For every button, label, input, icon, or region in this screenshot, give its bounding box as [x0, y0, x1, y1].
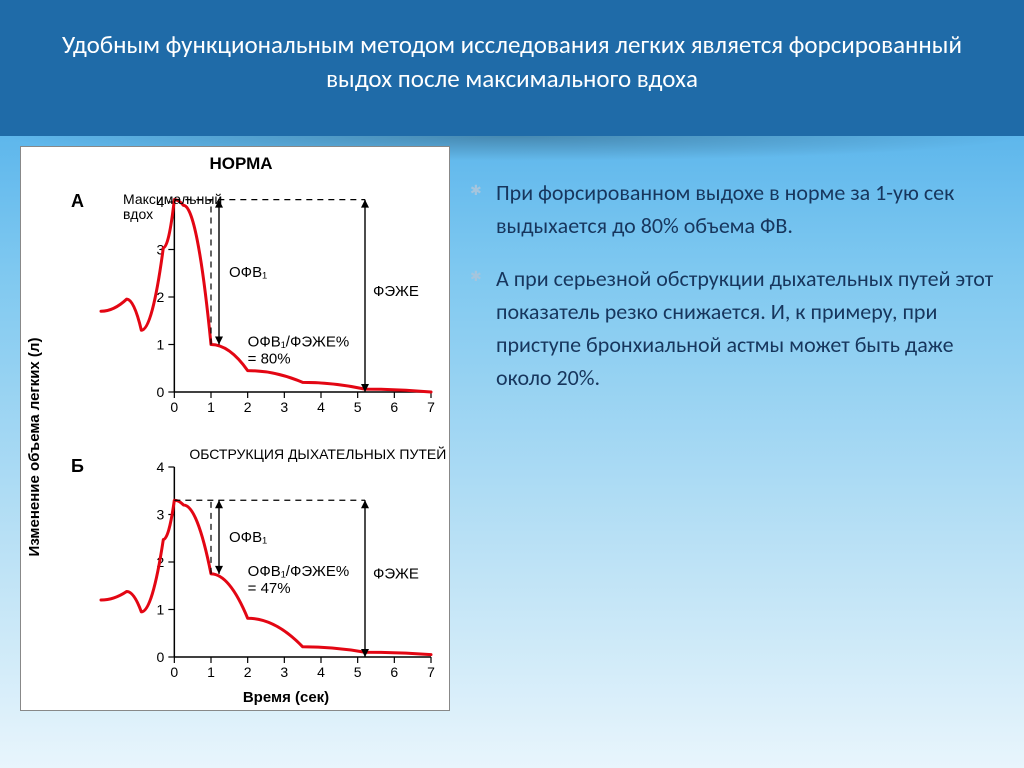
slide-title-text: Удобным функциональным методом исследова…: [62, 29, 962, 94]
svg-text:Время (сек): Время (сек): [243, 689, 329, 706]
svg-text:1: 1: [157, 336, 165, 352]
bullet-text: При форсированном выдохе в норме за 1-ую…: [496, 179, 954, 239]
svg-text:2: 2: [244, 399, 252, 415]
svg-text:2: 2: [244, 664, 252, 680]
svg-text:Изменение объема легких (л): Изменение объема легких (л): [26, 337, 43, 556]
svg-text:НОРМА: НОРМА: [209, 154, 272, 173]
svg-text:ОФВ₁/ФЭЖЕ%= 47%: ОФВ₁/ФЭЖЕ%= 47%: [248, 562, 350, 596]
svg-text:6: 6: [390, 664, 398, 680]
svg-text:4: 4: [317, 399, 325, 415]
svg-text:5: 5: [354, 664, 362, 680]
svg-text:3: 3: [157, 506, 165, 522]
svg-text:ОФВ₁/ФЭЖЕ%= 80%: ОФВ₁/ФЭЖЕ%= 80%: [248, 333, 350, 367]
svg-text:ОБСТРУКЦИЯ ДЫХАТЕЛЬНЫХ ПУТЕЙ: ОБСТРУКЦИЯ ДЫХАТЕЛЬНЫХ ПУТЕЙ: [189, 445, 446, 462]
bullet-list: При форсированном выдохе в норме за 1-ую…: [470, 146, 1004, 711]
svg-text:0: 0: [157, 384, 165, 400]
slide-title: Удобным функциональным методом исследова…: [0, 0, 1024, 136]
svg-text:0: 0: [157, 649, 165, 665]
svg-text:0: 0: [170, 664, 178, 680]
svg-text:7: 7: [427, 664, 435, 680]
svg-text:4: 4: [317, 664, 325, 680]
svg-text:0: 0: [170, 399, 178, 415]
svg-text:Б: Б: [71, 456, 84, 476]
svg-text:ОФВ₁: ОФВ₁: [229, 264, 267, 281]
svg-text:6: 6: [390, 399, 398, 415]
bullet-text: А при серьезной обструкции дыхательных п…: [496, 265, 993, 391]
svg-text:ФЭЖЕ: ФЭЖЕ: [373, 565, 419, 582]
list-item: А при серьезной обструкции дыхательных п…: [470, 262, 994, 394]
svg-text:А: А: [71, 191, 84, 211]
svg-text:1: 1: [207, 399, 215, 415]
svg-text:7: 7: [427, 399, 435, 415]
svg-text:ФЭЖЕ: ФЭЖЕ: [373, 282, 419, 299]
chart-panel: Изменение объема легких (л) НОРМА 0 1 2 3 4 5 6 7…: [20, 146, 450, 711]
svg-text:4: 4: [157, 459, 165, 475]
svg-text:3: 3: [280, 664, 288, 680]
svg-text:1: 1: [157, 601, 165, 617]
svg-text:5: 5: [354, 399, 362, 415]
content-row: Изменение объема легких (л) НОРМА 0 1 2 3 4 5 6 7…: [0, 136, 1024, 721]
list-item: При форсированном выдохе в норме за 1-ую…: [470, 176, 994, 242]
svg-text:1: 1: [207, 664, 215, 680]
svg-text:3: 3: [280, 399, 288, 415]
svg-text:ОФВ₁: ОФВ₁: [229, 529, 267, 546]
